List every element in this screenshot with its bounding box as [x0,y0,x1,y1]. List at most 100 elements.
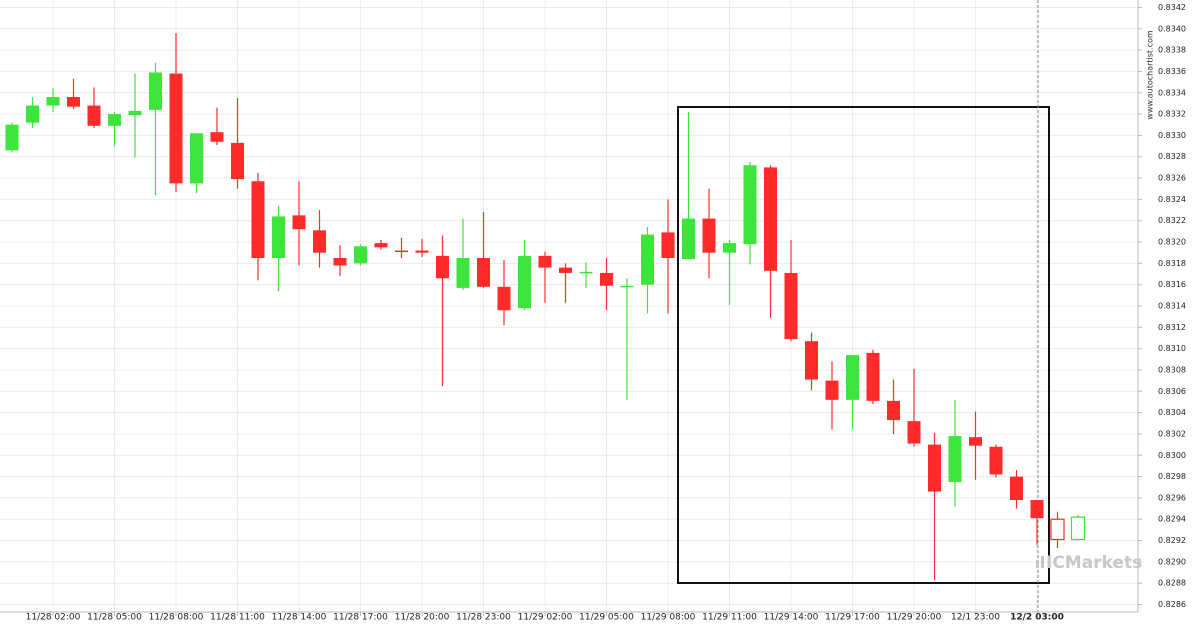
y-tick-label: 0.8336 [1158,67,1186,76]
watermark: www.autochartist.com [1146,30,1155,120]
candle-body [928,444,941,492]
candle-body [477,258,490,287]
logo: ICMarkets [1036,553,1142,573]
candle-body [436,255,449,279]
candle-body [743,165,757,245]
candle-body [46,97,60,106]
candle-body [682,218,695,260]
y-tick-label: 0.8326 [1158,174,1186,183]
candle-body [538,255,552,268]
grid-layer: 0.8286 0.8288 0.8290 0.8292 0.8294 0.8296 0.82… [0,0,1186,623]
logo-icon [1041,556,1044,568]
y-tick-label: 0.8298 [1158,472,1186,481]
candle-body [67,97,80,107]
y-tick-label: 0.8288 [1158,579,1186,588]
candle-body [702,218,716,253]
candle-body [313,230,326,253]
candle-body [1030,500,1044,519]
x-tick-label: 12/1 23:00 [951,613,1000,623]
x-tick-label: 12/2 03:00 [1010,613,1064,623]
candle-body [456,258,470,288]
candle-body [5,124,19,151]
candle-body [641,234,654,285]
y-tick-label: 0.8292 [1158,536,1186,545]
y-tick-label: 0.8302 [1158,429,1186,438]
y-tick-label: 0.8334 [1158,88,1186,97]
candle-body [210,132,224,142]
x-tick-label: 11/28 20:00 [395,613,450,623]
candle-body [190,133,203,184]
candle-body [579,271,593,274]
y-tick-label: 0.8310 [1158,344,1186,353]
y-tick-label: 0.8300 [1158,451,1186,460]
candle-body [559,267,572,273]
y-tick-label: 0.8290 [1158,557,1186,566]
candle-body [497,286,511,311]
candle-body [784,272,798,340]
candle-body [1070,516,1086,541]
candle-body [333,258,347,266]
x-tick-label: 11/29 17:00 [825,613,880,623]
x-tick-label: 11/28 17:00 [333,613,388,623]
candle-body [292,215,306,230]
candle-body [620,285,634,288]
candle-body [887,400,900,421]
y-tick-label: 0.8316 [1158,280,1186,289]
y-tick-label: 0.8324 [1158,195,1186,204]
candle-body [251,181,265,259]
candle-body [989,446,1003,475]
candle-body [866,352,880,401]
candle-body [846,355,859,400]
y-tick-label: 0.8296 [1158,493,1186,502]
x-tick-label: 11/29 11:00 [702,613,757,623]
x-tick-label: 11/28 23:00 [456,613,511,623]
candle-body [948,436,962,482]
candle-body [661,232,675,259]
y-tick-label: 0.8328 [1158,152,1186,161]
candle-body [26,105,39,123]
x-tick-label: 11/28 11:00 [210,613,265,623]
candle-body [87,105,101,126]
candle-body [723,243,736,253]
y-tick-label: 0.8294 [1158,515,1186,524]
x-tick-label: 11/28 05:00 [87,613,142,623]
y-tick-label: 0.8342 [1158,3,1186,12]
y-tick-label: 0.8338 [1158,46,1186,55]
candle-body [128,110,142,116]
x-tick-label: 11/29 08:00 [641,613,696,623]
y-tick-label: 0.8308 [1158,365,1186,374]
y-tick-label: 0.8318 [1158,259,1186,268]
x-tick-label: 11/29 02:00 [518,613,573,623]
y-tick-label: 0.8320 [1158,238,1186,247]
x-tick-label: 11/29 05:00 [579,613,634,623]
y-tick-label: 0.8286 [1158,600,1186,609]
candle-body [149,72,162,110]
candle-body [231,142,244,180]
logo-icon [1036,560,1039,568]
y-tick-label: 0.8312 [1158,323,1186,332]
candle-body [805,341,818,380]
y-tick-label: 0.8306 [1158,387,1186,396]
candle-body [108,114,121,126]
candle-body [169,73,183,184]
candle-layer [5,33,1086,581]
y-tick-label: 0.8332 [1158,110,1186,119]
candle-body [395,250,408,253]
logo-text: ICMarkets [1046,553,1142,573]
x-tick-label: 11/28 08:00 [149,613,204,623]
candle-body [1010,476,1023,501]
y-tick-label: 0.8304 [1158,408,1186,417]
x-tick-label: 11/29 14:00 [764,613,819,623]
x-tick-label: 11/29 20:00 [887,613,942,623]
candle-body [907,421,921,444]
x-tick-label: 11/28 02:00 [26,613,81,623]
y-tick-label: 0.8314 [1158,302,1186,311]
candle-body [825,380,839,400]
candle-body [415,250,429,253]
candle-body [272,216,285,259]
candle-body [969,437,982,446]
candle-body [518,255,531,309]
candle-body [1050,518,1065,541]
